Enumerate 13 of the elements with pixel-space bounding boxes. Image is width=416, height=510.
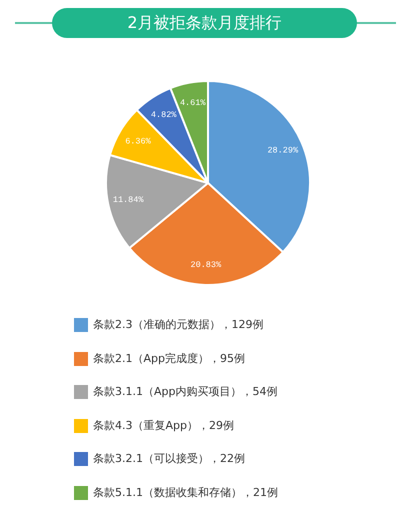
- legend-label: 条款5.1.1（数据收集和存储），21例: [93, 486, 278, 500]
- legend-label: 条款2.1（App完成度），95例: [93, 352, 245, 366]
- data-label: 11.84%: [112, 194, 144, 205]
- data-label: 28.29%: [267, 146, 299, 156]
- data-label: 4.82%: [150, 110, 178, 120]
- data-label: 4.61%: [180, 98, 206, 108]
- legend-label: 条款3.2.1（可以接受），22例: [93, 452, 245, 466]
- data-label: 20.83%: [190, 260, 222, 270]
- chart-title: 2月被拒条款月度排行: [127, 13, 282, 33]
- legend-label: 条款3.1.1（App内购买项目），54例: [93, 385, 278, 399]
- legend-label: 条款4.3（重复App），29例: [93, 418, 234, 432]
- data-label: 6.36%: [125, 136, 152, 146]
- legend-label: 条款2.3（准确的元数据），129例: [93, 318, 264, 332]
